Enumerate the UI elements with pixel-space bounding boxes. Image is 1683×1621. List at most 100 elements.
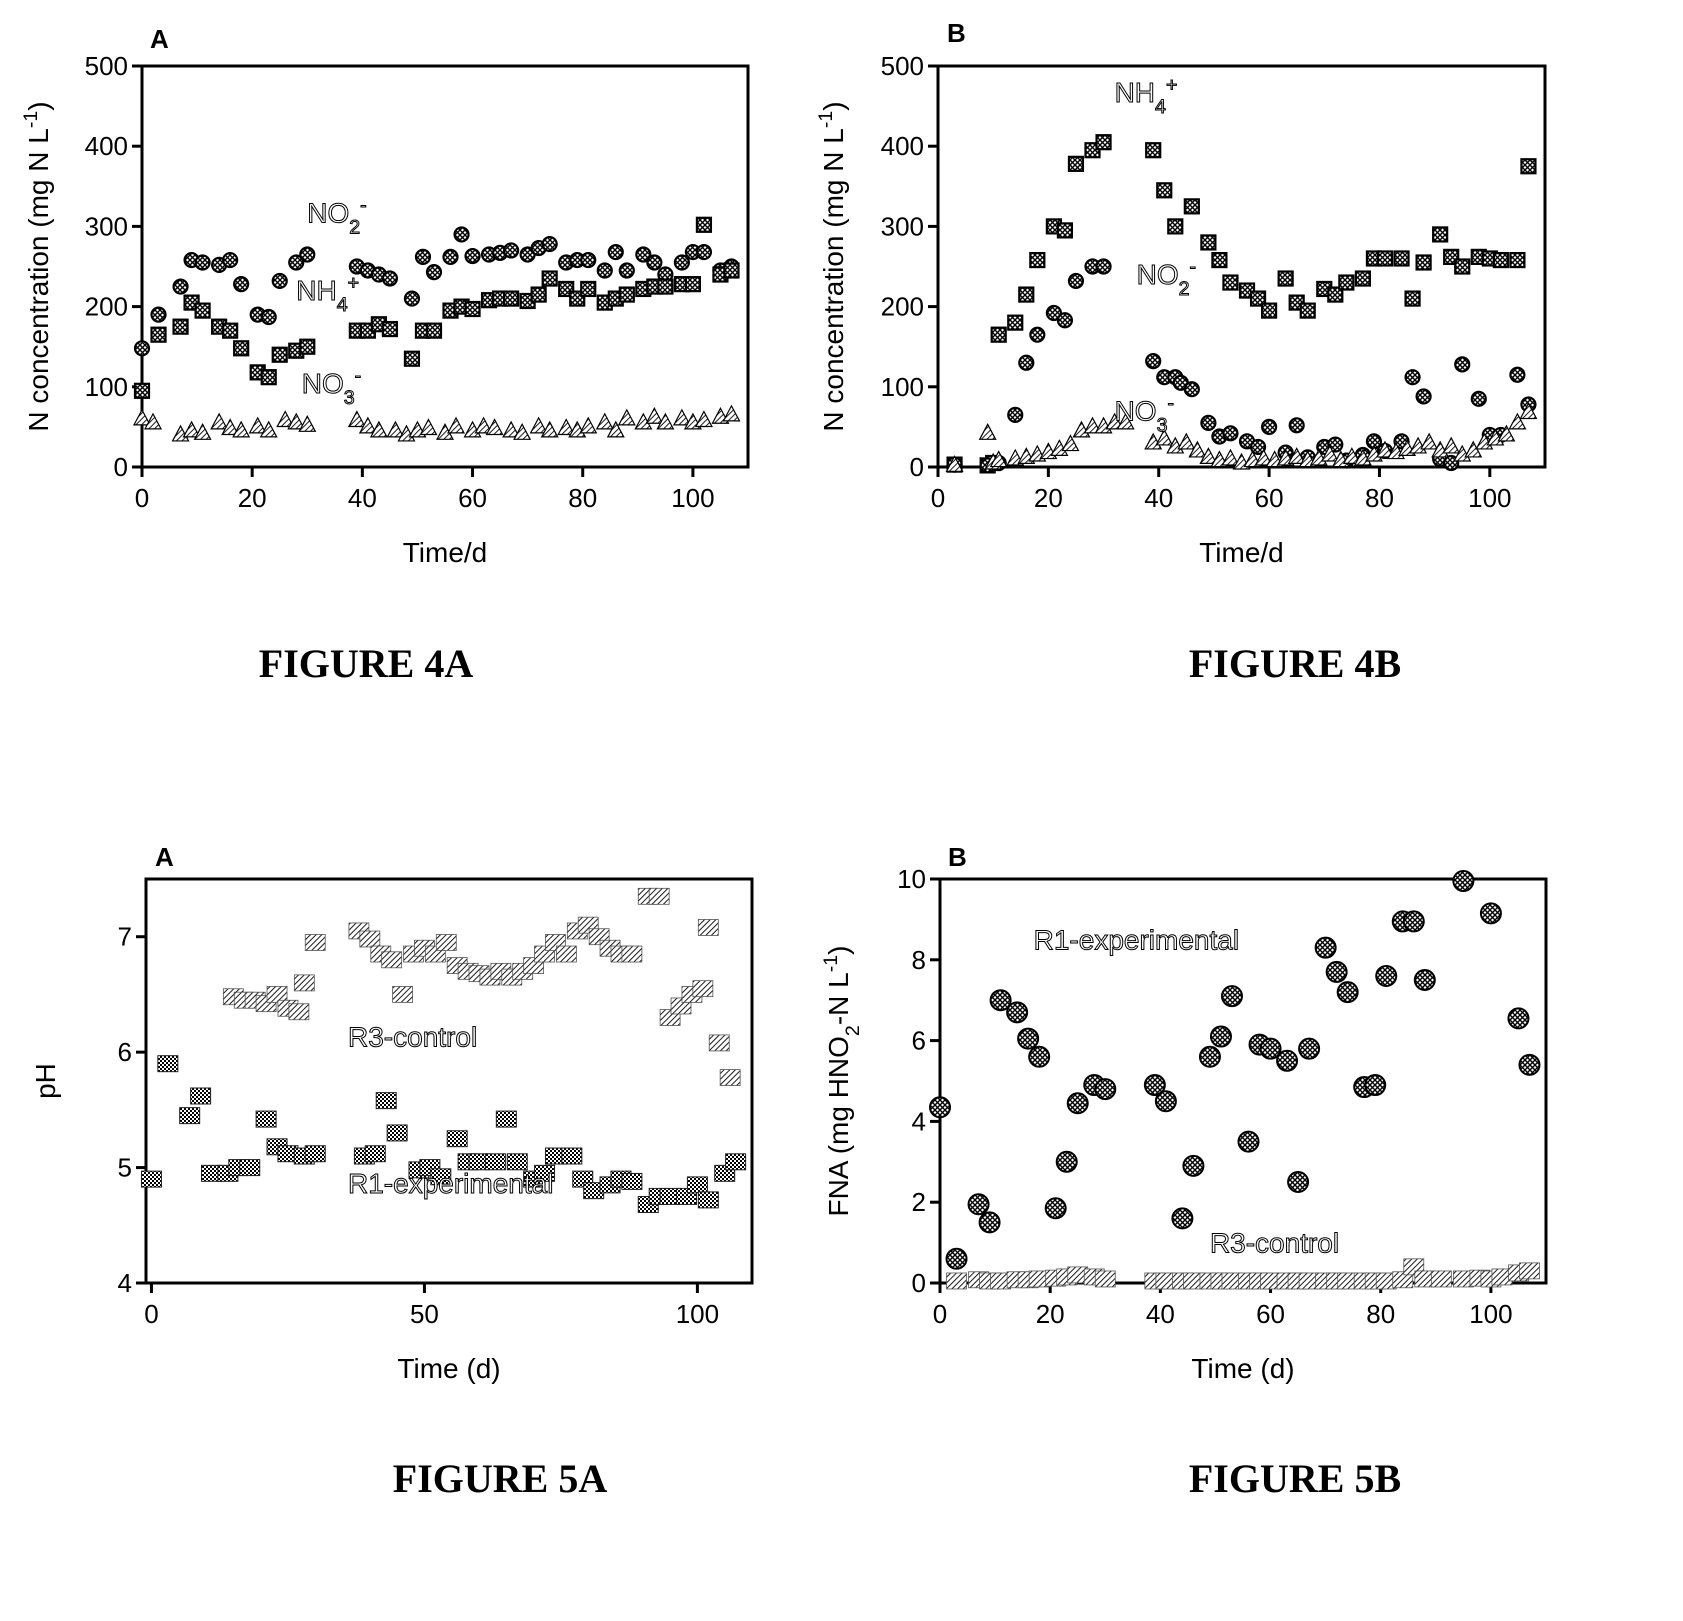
data-point: [719, 1069, 741, 1086]
data-point: [555, 945, 577, 963]
data-point: [271, 272, 288, 290]
data-point: [1029, 251, 1046, 269]
x-tick-label: 0: [933, 1299, 947, 1329]
data-point: [1222, 425, 1239, 442]
series-annotation: NO2-: [307, 194, 366, 238]
series-annotation: NO3-: [302, 365, 361, 409]
data-point: [157, 1055, 179, 1073]
data-point: [140, 1170, 162, 1188]
data-point: [1105, 412, 1124, 430]
data-point: [967, 1193, 990, 1216]
data-point: [381, 951, 403, 969]
data-point: [697, 1191, 719, 1209]
x-tick-label: 100: [1468, 483, 1511, 513]
x-tick-label: 100: [1469, 1299, 1512, 1329]
data-point: [1299, 302, 1316, 319]
data-point: [260, 308, 277, 326]
data-point: [1470, 390, 1487, 407]
data-point: [304, 934, 326, 951]
data-point: [1509, 366, 1526, 383]
y-tick-label: 6: [912, 1026, 926, 1056]
series-annotation: R1-experimental: [348, 1168, 553, 1199]
data-point: [694, 410, 713, 428]
data-point: [978, 1211, 1001, 1234]
data-point: [1376, 250, 1394, 267]
data-point: [945, 455, 964, 472]
data-point: [1095, 258, 1112, 275]
data-point: [1199, 447, 1218, 464]
data-point: [1095, 134, 1112, 151]
y-axis-label: N concentration (mg N L-1): [20, 101, 54, 431]
data-point: [194, 302, 211, 319]
data-point: [557, 418, 576, 436]
y-tick-label: 0: [114, 452, 128, 482]
data-point: [485, 418, 504, 436]
data-point: [1479, 902, 1502, 925]
data-point: [648, 887, 670, 905]
panel-letter: B: [947, 18, 966, 48]
data-point: [672, 408, 691, 426]
data-point: [673, 254, 690, 271]
data-point: [580, 280, 597, 298]
data-point: [133, 408, 151, 426]
data-point: [1520, 158, 1537, 175]
data-point: [1259, 1037, 1282, 1060]
plot-frame: [140, 64, 750, 469]
x-tick-label: 80: [568, 483, 597, 513]
data-point: [1260, 418, 1278, 435]
data-point: [929, 1096, 951, 1119]
x-tick-label: 40: [1144, 483, 1173, 513]
data-point: [425, 322, 443, 339]
x-tick-label: 50: [410, 1299, 439, 1329]
data-point: [172, 278, 189, 295]
y-tick-label: 0: [912, 1268, 926, 1298]
data-point: [1254, 448, 1273, 466]
data-point: [1143, 1074, 1166, 1097]
data-point: [182, 420, 201, 438]
data-point: [1044, 1197, 1067, 1220]
data-point: [474, 416, 493, 434]
data-point: [580, 251, 597, 269]
data-point: [695, 243, 713, 261]
data-point: [1249, 438, 1267, 456]
data-point: [1067, 155, 1085, 172]
data-point: [621, 1172, 643, 1190]
data-point: [1167, 218, 1184, 235]
y-axis-label: pH: [30, 1063, 61, 1099]
series-annotation: R1-experimental: [1034, 925, 1239, 956]
x-tick-label: 40: [1146, 1299, 1175, 1329]
data-point: [1288, 417, 1305, 434]
data-point: [1260, 302, 1278, 319]
data-point: [1415, 388, 1432, 405]
y-axis-label: FNA (mg HNO2-N L-1): [820, 945, 864, 1216]
data-point: [239, 1159, 261, 1177]
x-tick-label: 60: [1256, 1299, 1285, 1329]
y-tick-label: 300: [85, 211, 128, 241]
data-point: [495, 1110, 517, 1128]
data-point: [271, 346, 288, 363]
data-point: [248, 416, 267, 434]
x-tick-label: 20: [238, 483, 267, 513]
data-point: [1007, 406, 1024, 423]
data-point: [1375, 964, 1398, 987]
y-tick-label: 400: [85, 131, 128, 161]
y-tick-label: 6: [118, 1037, 132, 1067]
data-point: [1404, 369, 1421, 386]
data-point: [386, 1124, 408, 1142]
data-point: [1287, 1171, 1310, 1193]
data-point: [233, 340, 250, 357]
data-point: [1171, 1207, 1194, 1230]
data-point: [1221, 448, 1240, 466]
data-point: [1413, 969, 1436, 991]
series-NH4+: [133, 216, 740, 399]
data-point: [392, 986, 413, 1003]
x-tick-label: 60: [1255, 483, 1284, 513]
data-point: [435, 934, 457, 951]
data-point: [1200, 234, 1217, 251]
data-point: [1336, 981, 1359, 1004]
y-tick-label: 300: [881, 211, 924, 241]
data-point: [1519, 402, 1538, 420]
data-point: [1415, 254, 1432, 271]
data-point: [260, 369, 277, 386]
